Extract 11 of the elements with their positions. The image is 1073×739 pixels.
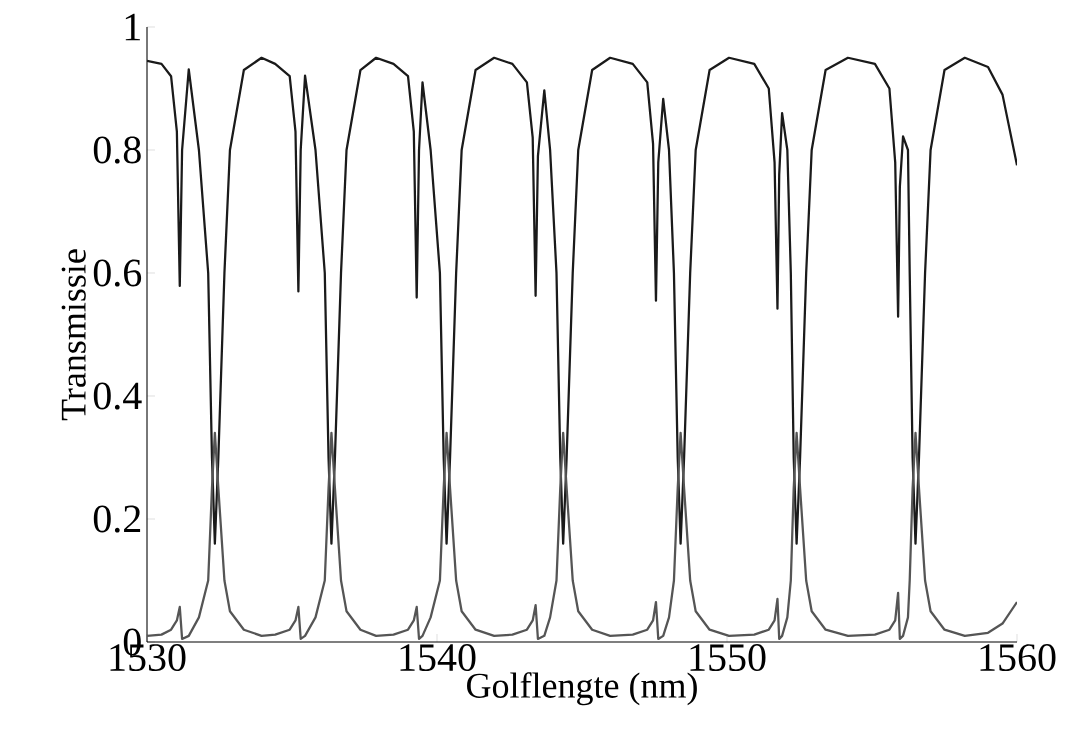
y-tick-label: 0.6 bbox=[93, 259, 142, 287]
y-axis-title: Transmissie bbox=[61, 249, 86, 421]
x-axis-title: Golflengte (nm) bbox=[467, 672, 697, 706]
y-tick-label: 0.8 bbox=[93, 136, 141, 164]
y-tick-label: 0.4 bbox=[93, 382, 142, 410]
x-tick-label: 1540 bbox=[400, 644, 476, 672]
x-tick-label: 1560 bbox=[980, 644, 1056, 672]
x-tick-label: 1550 bbox=[690, 644, 766, 672]
y-tick-label: 0.2 bbox=[93, 505, 141, 533]
y-tick-label: 1 bbox=[125, 13, 140, 41]
line-series bbox=[147, 56, 1018, 545]
